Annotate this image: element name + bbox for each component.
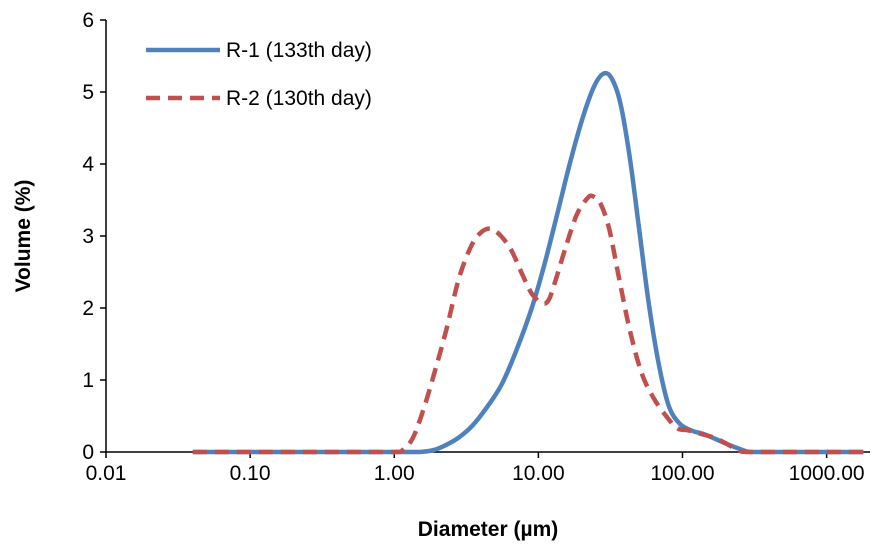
y-tick-label: 5 [82,81,94,104]
series-layer [192,70,864,455]
x-tick-label: 10.00 [512,462,565,485]
y-tick-label: 2 [82,297,94,320]
legend-label-2: R-2 (130th day) [226,87,372,110]
series-line-1 [192,70,864,455]
x-tick-label: 1.00 [374,462,415,485]
y-tick-label: 3 [82,225,94,248]
legend-label-1: R-1 (133th day) [226,39,372,62]
x-axis-title: Diameter (µm) [418,518,558,541]
series-line-2 [192,193,864,455]
y-tick-label: 6 [82,9,94,32]
y-axis-title: Volume (%) [12,180,35,293]
axes-layer [105,20,870,453]
x-tick-label: 0.01 [86,462,127,485]
x-tick-label: 1000.00 [789,462,865,485]
ticks-layer: 0 1 2 3 4 5 6 0.01 0.10 1.00 10.00 100.00 1000.00 [82,9,864,485]
x-tick-label: 100.00 [650,462,714,485]
legend: R-1 (133th day) R-2 (130th day) [146,39,372,110]
y-tick-label: 4 [82,153,94,176]
y-tick-label: 0 [82,441,94,464]
x-tick-label: 0.10 [230,462,271,485]
y-tick-label: 1 [82,369,94,392]
